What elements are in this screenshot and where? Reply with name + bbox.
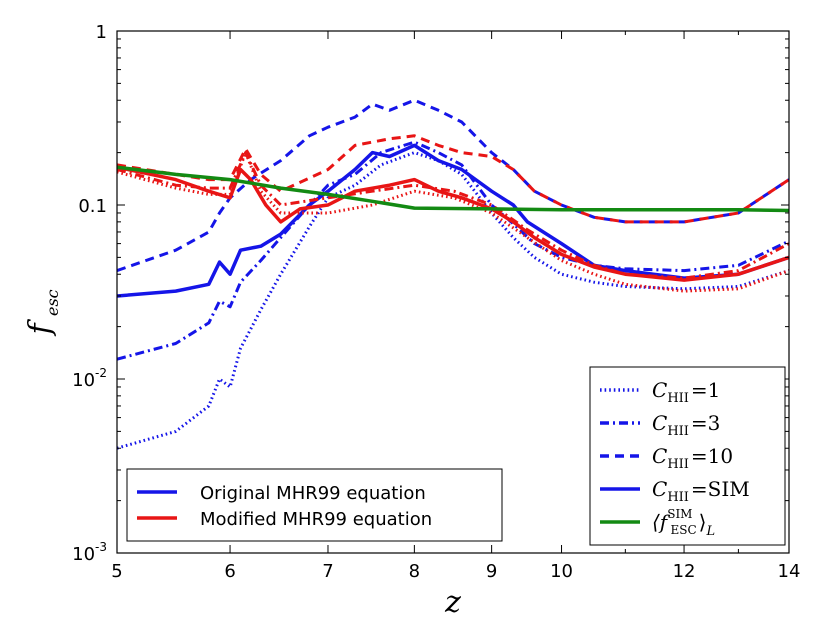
series-layer	[117, 98, 789, 450]
y-tick-label: 10-3	[72, 540, 107, 565]
plot-frame	[116, 30, 790, 554]
y-tick-label: 10-2	[72, 366, 107, 391]
series-line-9	[117, 165, 789, 213]
x-tick-label: 9	[486, 561, 497, 582]
legend-right: CHII =1 CHII =3 CHII =10 CHII =SIM⟨fSIM ESC ⟩L	[589, 366, 786, 546]
legend-right-label-1: CHII =1	[652, 378, 720, 406]
legend-left: Original MHR99 equation Modified MHR99 eq…	[126, 468, 503, 542]
x-tick-label: 5	[111, 561, 122, 582]
legend-right-label-3: CHII =10	[652, 444, 733, 472]
legend-right-label-5: ⟨fSIM ESC ⟩L	[652, 507, 715, 539]
x-tick-label: 8	[409, 561, 420, 582]
x-tick-label: 6	[224, 561, 235, 582]
series-line-1	[117, 151, 789, 450]
series-line-2	[117, 140, 789, 361]
legend-left-label-1: Original MHR99 equation	[200, 483, 426, 504]
y-tick-label: 0.1	[78, 196, 107, 217]
legend-left-box	[126, 468, 503, 542]
series-line-7	[117, 134, 789, 224]
y-axis-label-sub: esc	[43, 289, 62, 316]
x-tick-label: 7	[322, 561, 333, 582]
legend-left-label-2: Modified MHR99 equation	[200, 509, 432, 530]
series-line-3	[117, 98, 789, 273]
x-axis-label: z	[444, 585, 461, 620]
legend-right-label-2: CHII =3	[652, 411, 720, 439]
series-line-8	[117, 165, 789, 282]
y-tick-label: 1	[96, 22, 107, 43]
x-tick-label: 14	[778, 561, 801, 582]
x-tick-label: 12	[673, 561, 696, 582]
ticks-layer: 5 6 7 8 9 10 12 14 10-3 10-2 0.1 1	[72, 22, 800, 582]
x-tick-label: 10	[550, 561, 573, 582]
legend-right-label-4: CHII =SIM	[652, 477, 750, 505]
